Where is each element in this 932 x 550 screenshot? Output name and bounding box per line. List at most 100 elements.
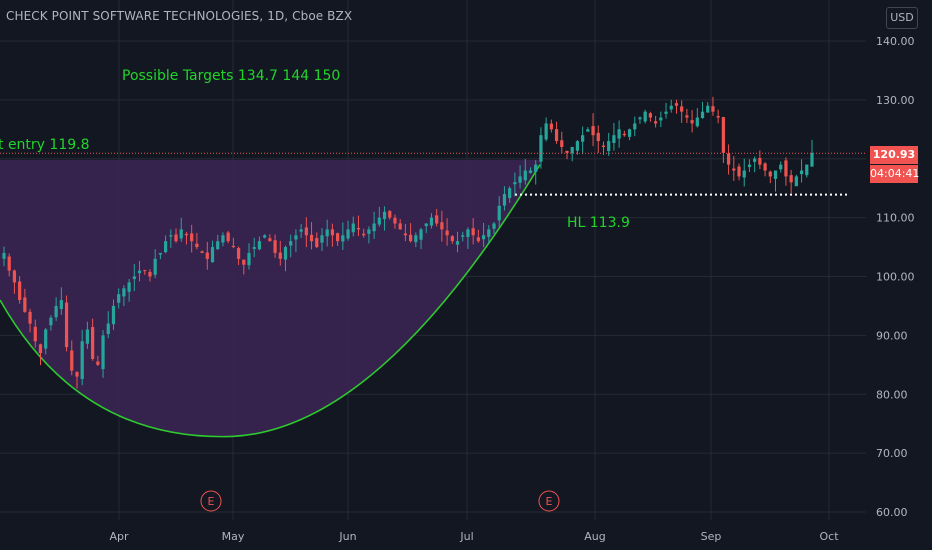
candle-body bbox=[435, 215, 439, 224]
candle-body bbox=[492, 223, 496, 229]
candle-body bbox=[231, 245, 235, 248]
candle-body bbox=[481, 235, 486, 240]
candle-body bbox=[195, 243, 199, 248]
y-tick-label: 70.00 bbox=[876, 447, 908, 460]
y-tick-label: 60.00 bbox=[876, 506, 908, 519]
candle-body bbox=[205, 252, 209, 259]
candle-body bbox=[153, 258, 157, 275]
candle-body bbox=[461, 235, 465, 237]
candle-body bbox=[200, 251, 204, 253]
candle-body bbox=[575, 141, 580, 151]
x-tick-label: Aug bbox=[584, 530, 605, 543]
candle-body bbox=[601, 145, 606, 147]
candle-body bbox=[252, 247, 256, 249]
candle-body bbox=[669, 105, 673, 110]
candle-body bbox=[242, 259, 246, 265]
candle-body bbox=[799, 170, 804, 175]
candle-body bbox=[440, 222, 444, 230]
candle-body bbox=[299, 229, 303, 232]
x-tick-label: Jul bbox=[459, 530, 473, 543]
candle-body bbox=[721, 117, 725, 153]
candle-body bbox=[216, 241, 220, 250]
candle-body bbox=[137, 270, 142, 274]
candle-body bbox=[184, 233, 189, 236]
candle-body bbox=[236, 247, 241, 259]
candle-body bbox=[263, 235, 267, 238]
candle-body bbox=[44, 329, 48, 349]
candle-body bbox=[758, 158, 762, 165]
candle-body bbox=[607, 141, 611, 152]
candle-body bbox=[518, 176, 522, 183]
candle-body bbox=[763, 163, 767, 171]
candle-body bbox=[330, 229, 335, 236]
candle-body bbox=[523, 170, 527, 181]
candle-body bbox=[28, 311, 32, 324]
candle-body bbox=[169, 235, 173, 237]
candle-body bbox=[283, 247, 288, 260]
candle-body bbox=[351, 223, 355, 233]
candle-body bbox=[742, 170, 746, 178]
y-tick-label: 140.00 bbox=[876, 35, 915, 48]
candle-body bbox=[179, 229, 183, 239]
candle-body bbox=[664, 111, 668, 114]
currency-button[interactable]: USD bbox=[886, 7, 918, 29]
candle-body bbox=[12, 270, 17, 283]
candle-body bbox=[414, 235, 418, 243]
candle-body bbox=[257, 241, 262, 250]
candle-body bbox=[466, 229, 470, 237]
candle-body bbox=[497, 205, 501, 221]
candle-body bbox=[706, 105, 710, 113]
candle-body bbox=[570, 146, 574, 154]
x-tick-label: Oct bbox=[819, 530, 839, 543]
candle-body bbox=[247, 252, 251, 266]
chart-title: CHECK POINT SOFTWARE TECHNOLOGIES, 1D, C… bbox=[6, 9, 353, 23]
candle-body bbox=[336, 233, 340, 242]
x-tick-label: May bbox=[222, 530, 245, 543]
candle-body bbox=[273, 240, 277, 253]
candle-body bbox=[653, 121, 658, 124]
candle-body bbox=[539, 135, 543, 162]
candle-body bbox=[33, 326, 37, 342]
x-tick-label: Jun bbox=[338, 530, 356, 543]
candle-body bbox=[221, 235, 225, 243]
candle-body bbox=[789, 175, 793, 183]
candle-body bbox=[163, 241, 168, 253]
candle-body bbox=[356, 228, 361, 230]
candle-body bbox=[148, 271, 152, 277]
candle-body bbox=[805, 164, 809, 176]
candle-body bbox=[502, 194, 507, 206]
candle-body bbox=[581, 135, 585, 142]
candle-body bbox=[784, 160, 788, 177]
candle-body bbox=[143, 270, 147, 272]
x-tick-label: Sep bbox=[701, 530, 722, 543]
candle-body bbox=[408, 234, 413, 242]
candle-body bbox=[398, 223, 402, 230]
candle-body bbox=[268, 238, 272, 242]
candle-body bbox=[294, 235, 298, 240]
earnings-marker-label: E bbox=[208, 495, 215, 508]
candle-body bbox=[445, 230, 449, 236]
candle-body bbox=[455, 241, 460, 245]
candle-body bbox=[638, 117, 642, 120]
candle-body bbox=[346, 229, 350, 239]
candle-body bbox=[122, 288, 126, 297]
candle-body bbox=[388, 211, 392, 218]
candle-body bbox=[513, 182, 517, 185]
candle-body bbox=[648, 113, 653, 118]
bar-countdown-tag: 04:04:41 bbox=[870, 165, 919, 183]
candle-body bbox=[2, 252, 6, 259]
candle-body bbox=[711, 106, 715, 112]
y-tick-label: 80.00 bbox=[876, 388, 908, 401]
candle-body bbox=[810, 152, 814, 167]
candle-body bbox=[289, 241, 293, 246]
candle-body bbox=[627, 129, 632, 137]
higher-low-annotation: HL 113.9 bbox=[567, 215, 630, 231]
candle-body bbox=[372, 223, 376, 232]
candle-body bbox=[393, 217, 397, 224]
candle-body bbox=[612, 135, 616, 143]
candle-body bbox=[80, 341, 84, 380]
candle-body bbox=[382, 211, 387, 220]
candle-body bbox=[54, 305, 58, 318]
candle-body bbox=[591, 126, 595, 136]
